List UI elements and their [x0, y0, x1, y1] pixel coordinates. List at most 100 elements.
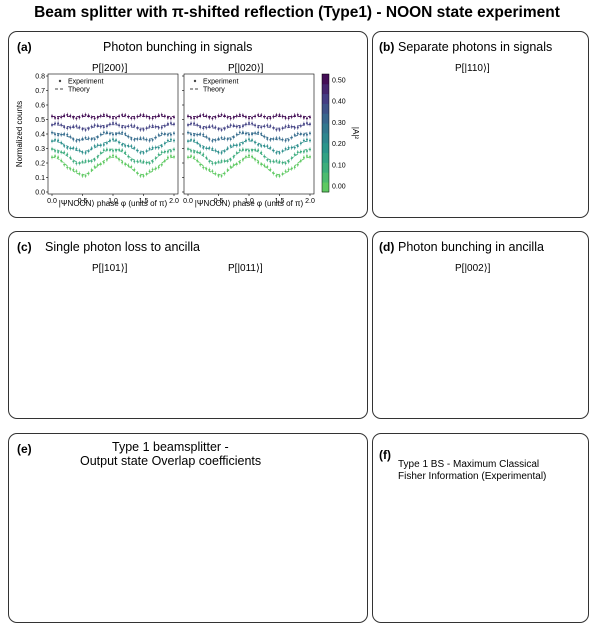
data-point-a1-1-39: [169, 150, 172, 153]
data-point-a2-2-37: [299, 142, 302, 145]
data-point-a2-3-13: [226, 138, 229, 141]
data-point-a1-0-37: [163, 159, 166, 162]
data-point-a1-5-28: [136, 115, 139, 118]
data-point-a1-3-13: [90, 138, 93, 141]
data-point-a1-1-26: [130, 158, 133, 161]
data-point-a2-5-25: [263, 115, 266, 118]
data-point-a1-3-29: [139, 137, 142, 140]
data-point-a1-2-36: [160, 145, 163, 148]
data-point-a2-2-19: [244, 139, 247, 142]
xtick-label-a2-0: 0.0: [183, 198, 193, 205]
data-point-a2-4-28: [272, 126, 275, 129]
data-point-a2-1-1: [190, 149, 193, 152]
data-point-a2-1-36: [296, 151, 299, 154]
cbar-tick-a-4: 0.40: [332, 99, 346, 106]
data-point-a2-4-9: [214, 126, 217, 129]
data-point-a2-5-5: [202, 113, 205, 116]
data-point-a1-4-33: [151, 124, 154, 127]
data-point-a2-2-23: [257, 143, 260, 146]
data-point-a2-1-40: [309, 148, 311, 151]
data-point-a1-2-9: [78, 149, 81, 152]
data-point-a1-0-19: [108, 155, 111, 158]
data-point-a1-4-0: [51, 124, 53, 127]
data-point-a1-4-39: [169, 122, 172, 125]
xlabel-a2: |ΨNOON⟩ phase φ (units of π): [195, 199, 304, 208]
data-point-a1-1-22: [118, 148, 121, 151]
data-point-a1-5-39: [169, 117, 172, 120]
data-point-a2-3-4: [199, 132, 202, 135]
data-point-a1-0-26: [130, 165, 133, 168]
data-point-a1-2-12: [87, 150, 90, 153]
cbar-seg-a-2: [322, 162, 329, 173]
cbar-seg-a-3: [322, 152, 329, 163]
data-point-a2-2-38: [302, 139, 305, 142]
data-point-a1-3-31: [145, 138, 148, 141]
data-point-a1-1-10: [81, 160, 84, 163]
data-point-a1-1-12: [87, 159, 90, 162]
data-point-a1-3-40: [173, 132, 175, 135]
data-point-a1-3-22: [118, 132, 121, 135]
ytick-label-a1-4: 0.4: [35, 132, 45, 139]
data-point-a2-4-18: [241, 125, 244, 128]
ytick-label-a1-3: 0.3: [35, 146, 45, 153]
data-point-a1-5-20: [112, 117, 114, 120]
data-point-a2-2-31: [281, 150, 284, 153]
legend-exp-a1: Experiment: [68, 79, 103, 86]
data-point-a2-2-26: [266, 145, 269, 148]
data-point-a1-5-15: [96, 116, 99, 119]
data-point-a1-0-14: [93, 165, 96, 168]
data-point-a1-4-23: [121, 126, 124, 129]
data-point-a1-2-2: [57, 139, 60, 142]
data-point-a2-1-32: [284, 162, 287, 165]
data-point-a1-3-3: [60, 133, 63, 136]
data-point-a2-4-33: [287, 124, 290, 127]
data-point-a2-1-39: [305, 150, 308, 153]
data-point-a1-3-8: [75, 139, 78, 142]
data-point-a2-2-9: [214, 149, 217, 152]
data-point-a1-3-27: [133, 138, 136, 141]
panel-f-title-1: Type 1 BS - Maximum Classical: [398, 459, 540, 470]
xtick-label-a1-1: 0.5: [78, 198, 88, 205]
data-point-a2-3-10: [217, 137, 220, 140]
legend-exp-a2: Experiment: [203, 79, 238, 86]
data-point-a1-3-0: [51, 131, 53, 134]
data-point-a1-2-3: [60, 141, 63, 144]
data-point-a2-4-19: [244, 123, 247, 126]
xtick-label-a1-4: 2.0: [169, 198, 179, 205]
data-point-a2-0-39: [305, 155, 308, 158]
data-point-a1-1-3: [60, 151, 63, 154]
data-point-a1-2-1: [54, 138, 57, 141]
data-point-a2-4-2: [193, 122, 196, 125]
data-point-a1-4-34: [154, 125, 157, 128]
data-point-a1-3-24: [124, 132, 127, 135]
data-point-a1-0-39: [169, 155, 172, 158]
data-point-a2-5-18: [241, 114, 244, 117]
data-point-a2-5-19: [244, 116, 247, 119]
data-point-a2-2-22: [254, 141, 257, 144]
data-point-a2-3-37: [299, 132, 302, 135]
data-point-a2-3-7: [208, 138, 211, 141]
data-point-a1-5-2: [57, 117, 60, 120]
data-point-a2-5-10: [217, 114, 220, 117]
data-point-a1-5-33: [151, 117, 154, 120]
data-point-a1-5-23: [121, 113, 124, 116]
data-point-a2-2-27: [269, 146, 272, 149]
data-point-a2-0-13: [226, 168, 229, 171]
data-point-a1-0-7: [72, 168, 75, 171]
data-point-a2-3-31: [281, 138, 284, 141]
data-point-a2-0-1: [190, 155, 193, 158]
data-point-a1-5-38: [166, 116, 169, 119]
data-point-a2-5-32: [284, 116, 287, 119]
data-point-a1-1-15: [96, 155, 99, 158]
data-point-a1-0-16: [99, 163, 102, 166]
data-point-a2-0-6: [205, 167, 208, 170]
data-point-a1-3-2: [57, 134, 60, 137]
data-point-a1-4-38: [166, 122, 169, 125]
data-point-a1-1-18: [105, 148, 108, 151]
data-point-a1-2-17: [102, 143, 105, 146]
data-point-a1-1-28: [136, 160, 139, 163]
cbar-label-a: |A|²: [351, 127, 360, 139]
data-point-a1-5-5: [66, 113, 69, 116]
data-point-a2-5-26: [266, 117, 269, 120]
data-point-a1-5-36: [160, 113, 163, 116]
